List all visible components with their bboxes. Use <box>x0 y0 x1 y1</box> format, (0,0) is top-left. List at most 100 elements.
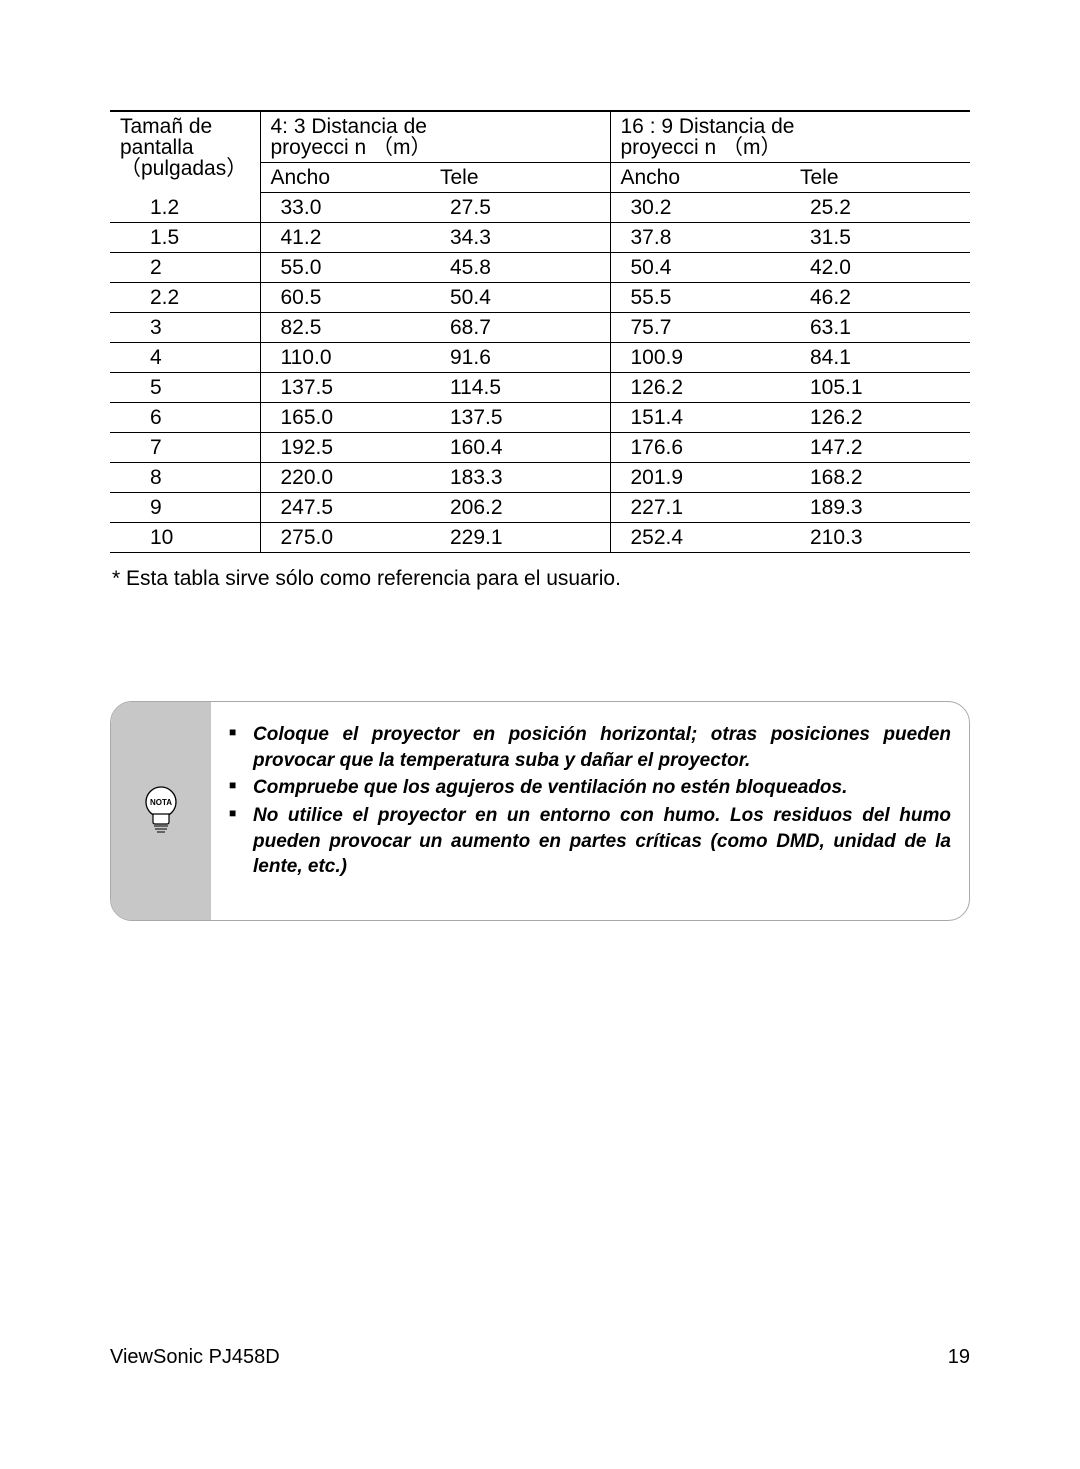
cell-a43: 60.5 <box>260 283 430 313</box>
cell-t169: 189.3 <box>790 493 970 523</box>
table-footnote: * Esta tabla sirve sólo como referencia … <box>112 567 970 591</box>
cell-a169: 100.9 <box>610 343 790 373</box>
table-row: 2.260.550.455.546.2 <box>110 283 970 313</box>
th-tele-169: Tele <box>790 163 970 193</box>
note-bullet: Coloque el proyector en posición horizon… <box>229 722 951 773</box>
note-bullet: No utilice el proyector en un entorno co… <box>229 803 951 880</box>
cell-a43: 165.0 <box>260 403 430 433</box>
cell-size: 10 <box>110 523 260 553</box>
note-label-text: NOTA <box>150 798 172 807</box>
projection-distance-table: Tamañ de pantalla （pulgadas） 4: 3 Distan… <box>110 110 970 553</box>
cell-a169: 201.9 <box>610 463 790 493</box>
cell-t43: 137.5 <box>430 403 610 433</box>
cell-t43: 45.8 <box>430 253 610 283</box>
cell-size: 4 <box>110 343 260 373</box>
cell-t43: 27.5 <box>430 193 610 223</box>
cell-a169: 37.8 <box>610 223 790 253</box>
table-row: 6165.0137.5151.4126.2 <box>110 403 970 433</box>
table-row: 1.233.027.530.225.2 <box>110 193 970 223</box>
cell-t169: 147.2 <box>790 433 970 463</box>
th-screen-size-l3: （pulgadas） <box>120 157 247 180</box>
cell-size: 9 <box>110 493 260 523</box>
table-row: 7192.5160.4176.6147.2 <box>110 433 970 463</box>
cell-t169: 46.2 <box>790 283 970 313</box>
cell-a169: 252.4 <box>610 523 790 553</box>
table-row: 255.045.850.442.0 <box>110 253 970 283</box>
cell-t43: 160.4 <box>430 433 610 463</box>
th-screen-size: Tamañ de pantalla （pulgadas） <box>110 111 260 193</box>
note-content: Coloque el proyector en posición horizon… <box>211 702 969 920</box>
cell-a43: 220.0 <box>260 463 430 493</box>
table-row: 382.568.775.763.1 <box>110 313 970 343</box>
cell-t169: 210.3 <box>790 523 970 553</box>
cell-t43: 50.4 <box>430 283 610 313</box>
cell-t43: 68.7 <box>430 313 610 343</box>
cell-a43: 82.5 <box>260 313 430 343</box>
th-4-3-l1: 4: 3 Distancia de <box>271 115 427 138</box>
cell-t43: 114.5 <box>430 373 610 403</box>
th-16-9: 16 : 9 Distancia de proyecci n （m） <box>610 111 970 163</box>
footer-model: ViewSonic PJ458D <box>110 1346 280 1369</box>
cell-size: 5 <box>110 373 260 403</box>
note-icon-panel: NOTA <box>111 702 211 920</box>
cell-size: 3 <box>110 313 260 343</box>
cell-t169: 25.2 <box>790 193 970 223</box>
table-row: 8220.0183.3201.9168.2 <box>110 463 970 493</box>
cell-t169: 63.1 <box>790 313 970 343</box>
cell-a169: 227.1 <box>610 493 790 523</box>
cell-t169: 168.2 <box>790 463 970 493</box>
cell-t169: 84.1 <box>790 343 970 373</box>
page-footer: ViewSonic PJ458D 19 <box>110 1346 970 1369</box>
cell-a43: 137.5 <box>260 373 430 403</box>
th-screen-size-l2: pantalla <box>120 136 194 159</box>
note-box: NOTA Coloque el proyector en posición ho… <box>110 701 970 921</box>
cell-t169: 42.0 <box>790 253 970 283</box>
th-ancho-169: Ancho <box>610 163 790 193</box>
cell-t169: 31.5 <box>790 223 970 253</box>
table-row: 4110.091.6100.984.1 <box>110 343 970 373</box>
table-row: 10275.0229.1252.4210.3 <box>110 523 970 553</box>
cell-a43: 247.5 <box>260 493 430 523</box>
th-16-9-l2: proyecci n （m） <box>621 136 782 159</box>
th-16-9-l1: 16 : 9 Distancia de <box>621 115 795 138</box>
note-bullet: Compruebe que los agujeros de ventilació… <box>229 775 951 801</box>
cell-a43: 55.0 <box>260 253 430 283</box>
cell-a169: 151.4 <box>610 403 790 433</box>
table-row: 1.541.234.337.831.5 <box>110 223 970 253</box>
cell-t43: 183.3 <box>430 463 610 493</box>
th-4-3-l2: proyecci n （m） <box>271 136 432 159</box>
cell-a43: 192.5 <box>260 433 430 463</box>
cell-t43: 229.1 <box>430 523 610 553</box>
cell-a169: 55.5 <box>610 283 790 313</box>
cell-size: 7 <box>110 433 260 463</box>
cell-a43: 33.0 <box>260 193 430 223</box>
cell-t43: 34.3 <box>430 223 610 253</box>
cell-a169: 126.2 <box>610 373 790 403</box>
th-tele-43: Tele <box>430 163 610 193</box>
cell-a169: 50.4 <box>610 253 790 283</box>
cell-size: 2.2 <box>110 283 260 313</box>
cell-a43: 41.2 <box>260 223 430 253</box>
cell-size: 2 <box>110 253 260 283</box>
cell-t43: 206.2 <box>430 493 610 523</box>
th-ancho-43: Ancho <box>260 163 430 193</box>
cell-a43: 275.0 <box>260 523 430 553</box>
cell-t169: 126.2 <box>790 403 970 433</box>
cell-a169: 176.6 <box>610 433 790 463</box>
th-4-3: 4: 3 Distancia de proyecci n （m） <box>260 111 610 163</box>
cell-size: 6 <box>110 403 260 433</box>
cell-size: 1.2 <box>110 193 260 223</box>
page: Tamañ de pantalla （pulgadas） 4: 3 Distan… <box>0 0 1080 1469</box>
footer-page-number: 19 <box>948 1346 970 1369</box>
table-row: 5137.5114.5126.2105.1 <box>110 373 970 403</box>
th-screen-size-l1: Tamañ de <box>120 115 212 138</box>
cell-t43: 91.6 <box>430 343 610 373</box>
cell-size: 1.5 <box>110 223 260 253</box>
table-row: 9247.5206.2227.1189.3 <box>110 493 970 523</box>
cell-size: 8 <box>110 463 260 493</box>
cell-a43: 110.0 <box>260 343 430 373</box>
note-bulb-icon: NOTA <box>141 784 181 838</box>
cell-a169: 30.2 <box>610 193 790 223</box>
cell-t169: 105.1 <box>790 373 970 403</box>
cell-a169: 75.7 <box>610 313 790 343</box>
